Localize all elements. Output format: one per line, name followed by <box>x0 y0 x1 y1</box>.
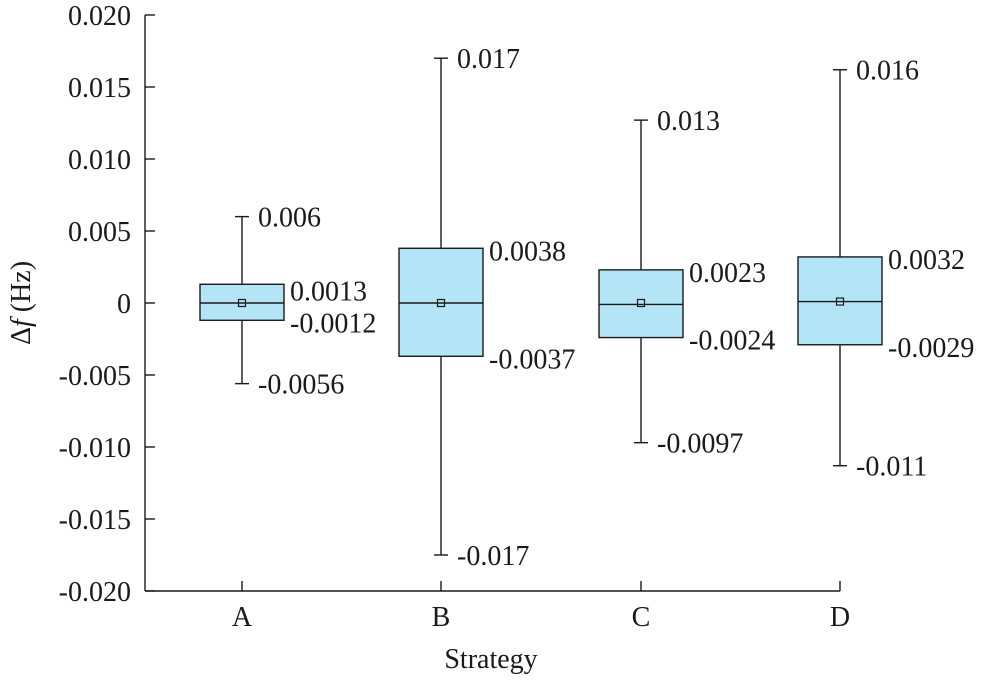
mean-marker <box>835 297 845 306</box>
box-B <box>398 57 484 556</box>
axes: 0.020 0.015 0.010 0.005 0 -0.005 -0.010 -0.015 -… <box>59 1 850 633</box>
mean-marker <box>636 298 646 308</box>
iqr-box <box>797 256 883 346</box>
data-label-D-min: -0.011 <box>856 452 927 483</box>
y-axis-label: Δf (Hz) <box>6 261 37 345</box>
y-tick-label: 0.005 <box>68 217 131 248</box>
data-label-B-min: -0.017 <box>457 541 529 572</box>
y-tick-label: -0.015 <box>59 505 131 536</box>
data-label-B-q1: -0.0037 <box>489 344 575 375</box>
data-label-D-q3: 0.0032 <box>888 245 965 276</box>
y-axis-label-symbol: Δ <box>6 327 37 345</box>
data-label-A-min: -0.0056 <box>258 370 344 401</box>
data-label-C-q3: 0.0023 <box>689 258 766 289</box>
box-series <box>199 57 883 556</box>
data-label-A-q3: 0.0013 <box>290 276 367 307</box>
x-tick-label: D <box>830 602 850 633</box>
mean-marker <box>436 298 446 308</box>
y-tick-label: 0.020 <box>68 1 131 32</box>
y-axis-label-unit: (Hz) <box>6 261 37 319</box>
box-C <box>598 119 684 444</box>
y-axis-label-variable: f <box>6 316 37 327</box>
data-label-A-max: 0.006 <box>258 203 321 234</box>
y-tick-label: 0.015 <box>68 73 131 104</box>
data-label-A-q1: -0.0012 <box>290 308 376 339</box>
x-tick-label: B <box>432 602 451 633</box>
y-tick-label: 0.010 <box>68 145 131 176</box>
mean-marker <box>237 298 247 308</box>
iqr-box <box>199 283 285 321</box>
y-tick-label: -0.010 <box>59 433 131 464</box>
y-tick-label: -0.020 <box>59 577 131 608</box>
data-labels: 0.006 0.0013-0.0012 -0.0056 0.017 0.0038 -0.0… <box>258 44 974 572</box>
data-label-D-max: 0.016 <box>856 56 919 87</box>
data-label-C-min: -0.0097 <box>657 429 743 460</box>
data-label-B-max: 0.017 <box>457 44 520 75</box>
box-D <box>797 69 883 467</box>
iqr-box <box>598 269 684 339</box>
data-label-D-q1: -0.0029 <box>888 333 974 364</box>
data-label-C-q1: -0.0024 <box>689 326 775 357</box>
iqr-box <box>398 247 484 357</box>
x-axis-label: Strategy <box>444 644 537 675</box>
data-label-B-q3: 0.0038 <box>489 236 566 267</box>
y-tick-label: 0 <box>117 289 131 320</box>
data-label-C-max: 0.013 <box>657 106 720 137</box>
x-tick-label: A <box>232 602 253 633</box>
box-A <box>199 215 285 385</box>
y-tick-label: -0.005 <box>59 361 131 392</box>
x-tick-label: C <box>632 602 651 633</box>
